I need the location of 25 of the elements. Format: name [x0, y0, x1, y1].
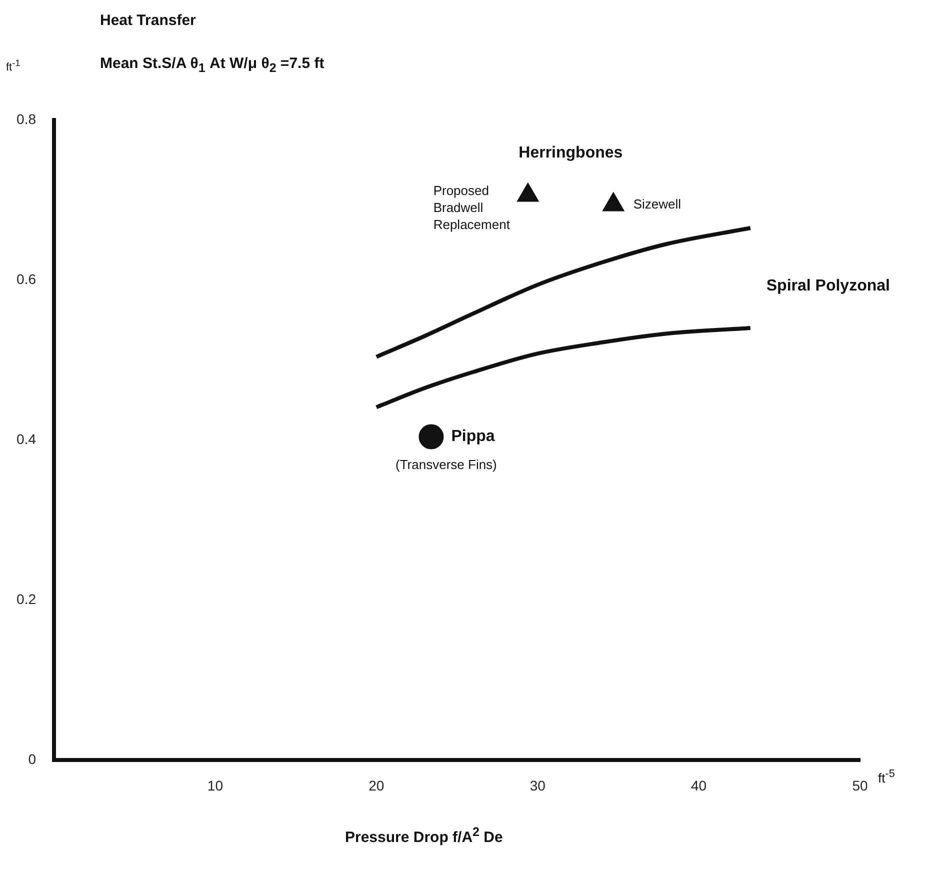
chart-subtitle: Mean St.S/A θ$_{1}$ At W/μ θ$_{2}$ =7.5 ft — [100, 55, 324, 75]
text: Spiral Polyzonal — [766, 277, 890, 294]
y-axis-title: ft$^{-1}$ — [6, 58, 20, 74]
annotation: (Transverse Fins) — [396, 456, 497, 472]
x-axis-title: Pressure Drop f/A$^{2}$ De — [345, 825, 503, 846]
point — [602, 192, 624, 212]
series-label: Pippa — [451, 428, 495, 446]
annotation: Sizewell — [633, 196, 682, 212]
chart-title: Heat Transfer — [100, 12, 196, 29]
x-tick-label: 10 — [207, 777, 224, 794]
x-tick-label: 40 — [691, 777, 707, 794]
series-label: Herringbones — [518, 144, 623, 162]
point — [517, 182, 539, 202]
y-tick-label: 0.8 — [16, 110, 36, 127]
point — [418, 424, 444, 450]
line-series — [374, 326, 752, 410]
x-tick-label: 20 — [368, 777, 384, 794]
y-tick-label: 0 — [28, 750, 36, 767]
x-tick-label: 50 — [852, 777, 868, 794]
text: ft$^{-5}$ — [878, 768, 895, 786]
y-tick-label: 0.2 — [16, 590, 36, 607]
y-tick-label: 0.4 — [16, 430, 36, 447]
x-tick-label: 30 — [530, 777, 546, 794]
y-tick-label: 0.6 — [16, 270, 36, 287]
annotation: Proposed Bradwell Replacement — [433, 182, 510, 232]
